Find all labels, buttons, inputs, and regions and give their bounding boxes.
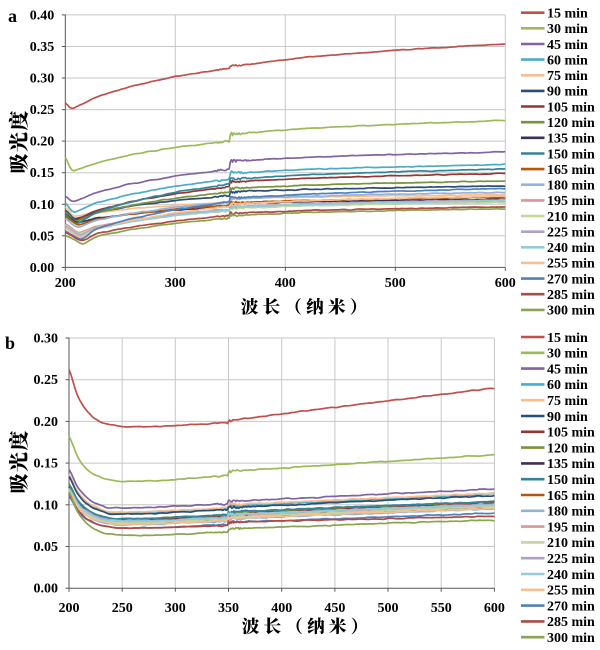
svg-text:255 min: 255 min	[547, 257, 595, 272]
svg-text:550: 550	[431, 601, 452, 616]
svg-text:150 min: 150 min	[547, 473, 595, 488]
svg-text:180 min: 180 min	[547, 505, 595, 520]
svg-text:180 min: 180 min	[547, 179, 595, 194]
svg-text:200: 200	[55, 276, 76, 291]
svg-text:285 min: 285 min	[547, 288, 595, 303]
svg-text:60 min: 60 min	[547, 378, 588, 393]
svg-text:500: 500	[378, 601, 399, 616]
svg-text:240 min: 240 min	[547, 568, 595, 583]
svg-text:400: 400	[271, 601, 292, 616]
svg-text:105 min: 105 min	[547, 100, 595, 115]
svg-text:0.10: 0.10	[30, 198, 55, 213]
svg-text:15 min: 15 min	[547, 7, 588, 22]
svg-text:0.25: 0.25	[30, 103, 55, 118]
svg-text:a: a	[8, 6, 17, 26]
svg-text:0.30: 0.30	[30, 72, 55, 87]
svg-text:300 min: 300 min	[547, 631, 595, 646]
svg-text:15 min: 15 min	[547, 331, 588, 346]
svg-text:b: b	[5, 333, 15, 353]
svg-text:0.10: 0.10	[34, 498, 59, 513]
svg-text:600: 600	[495, 276, 516, 291]
svg-text:60 min: 60 min	[547, 53, 588, 68]
svg-text:0.00: 0.00	[30, 261, 55, 276]
svg-text:0.05: 0.05	[30, 229, 55, 244]
svg-text:75 min: 75 min	[547, 394, 588, 409]
svg-text:45 min: 45 min	[547, 362, 588, 377]
svg-text:45 min: 45 min	[547, 38, 588, 53]
svg-text:400: 400	[275, 276, 296, 291]
svg-text:165 min: 165 min	[547, 489, 595, 504]
svg-text:120 min: 120 min	[547, 441, 595, 456]
svg-text:195 min: 195 min	[547, 520, 595, 535]
svg-text:0.20: 0.20	[30, 135, 55, 150]
svg-text:0.40: 0.40	[30, 8, 55, 23]
svg-text:0.15: 0.15	[34, 457, 59, 472]
svg-text:120 min: 120 min	[547, 116, 595, 131]
svg-text:30 min: 30 min	[547, 22, 588, 37]
svg-text:210 min: 210 min	[547, 210, 595, 225]
svg-text:0.35: 0.35	[30, 40, 55, 55]
svg-text:500: 500	[385, 276, 406, 291]
svg-text:250: 250	[112, 601, 133, 616]
svg-text:210 min: 210 min	[547, 536, 595, 551]
svg-text:75 min: 75 min	[547, 69, 588, 84]
svg-text:0.15: 0.15	[30, 166, 55, 181]
svg-text:240 min: 240 min	[547, 241, 595, 256]
svg-text:90 min: 90 min	[547, 410, 588, 425]
svg-text:165 min: 165 min	[547, 163, 595, 178]
svg-text:0.20: 0.20	[34, 415, 59, 430]
svg-text:225 min: 225 min	[547, 552, 595, 567]
svg-text:300 min: 300 min	[547, 304, 595, 319]
svg-text:255 min: 255 min	[547, 584, 595, 599]
svg-text:0.30: 0.30	[34, 332, 59, 347]
svg-text:225 min: 225 min	[547, 226, 595, 241]
svg-text:195 min: 195 min	[547, 194, 595, 209]
svg-text:0.05: 0.05	[34, 540, 59, 555]
svg-text:150 min: 150 min	[547, 147, 595, 162]
svg-text:350: 350	[218, 601, 239, 616]
svg-text:0.00: 0.00	[34, 582, 59, 597]
svg-text:270 min: 270 min	[547, 599, 595, 614]
svg-text:200: 200	[59, 601, 80, 616]
svg-text:600: 600	[484, 601, 505, 616]
svg-text:135 min: 135 min	[547, 132, 595, 147]
svg-text:105 min: 105 min	[547, 426, 595, 441]
svg-text:285 min: 285 min	[547, 615, 595, 630]
svg-text:450: 450	[324, 601, 345, 616]
svg-text:0.25: 0.25	[34, 373, 59, 388]
svg-text:30 min: 30 min	[547, 347, 588, 362]
svg-text:90 min: 90 min	[547, 85, 588, 100]
svg-text:300: 300	[165, 601, 186, 616]
svg-text:135 min: 135 min	[547, 457, 595, 472]
svg-text:300: 300	[165, 276, 186, 291]
svg-text:270 min: 270 min	[547, 272, 595, 287]
